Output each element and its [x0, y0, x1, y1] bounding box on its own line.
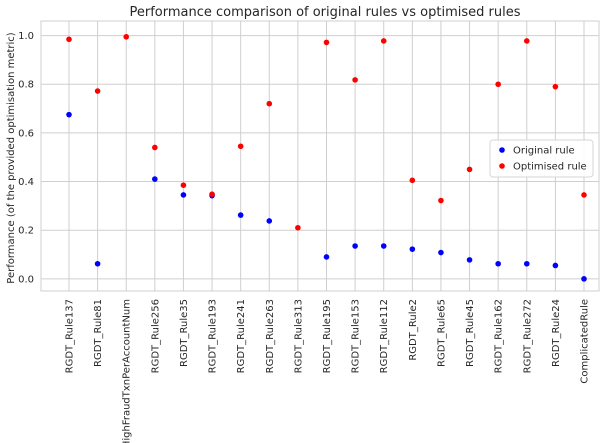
- x-tick-label: RGDT_Rule2: [408, 299, 419, 361]
- x-tick-label: RGDT_Rule313: [293, 299, 304, 373]
- original-rule-point: [66, 111, 72, 118]
- original-rule-point: [323, 254, 330, 260]
- optimised-rule-point: [209, 191, 215, 197]
- optimised-rule-point: [523, 38, 530, 44]
- chart-title: Performance comparison of original rules…: [130, 5, 521, 20]
- optimised-rule-point: [380, 38, 387, 44]
- y-tick-label: 0.2: [18, 226, 34, 237]
- legend: Original rule Optimised rule: [489, 139, 594, 178]
- original-rule-point: [237, 212, 244, 218]
- y-tick-labels: 0.0 0.2 0.4 0.6 0.8 1.0: [18, 31, 34, 285]
- legend-marker: [499, 147, 505, 153]
- x-tick-label: RGDT_Rule35: [179, 299, 190, 367]
- original-rule-point: [409, 246, 416, 252]
- optimised-rule-point: [495, 81, 501, 88]
- y-tick-label: 1.0: [18, 31, 34, 42]
- x-tick-label: RGDT_Rule195: [322, 299, 333, 373]
- optimised-rule-point: [323, 39, 330, 46]
- x-tick-label: RGDT_Rule45: [465, 299, 476, 367]
- original-rule-point: [552, 262, 559, 269]
- optimised-rule-point: [438, 197, 444, 204]
- legend-marker: [499, 163, 505, 169]
- legend-label: Original rule: [513, 146, 575, 157]
- optimised-rule-point: [66, 36, 72, 43]
- original-rule-point: [466, 257, 473, 263]
- x-tick-label: RGDT_Rule153: [351, 299, 362, 373]
- original-rule-point: [266, 218, 273, 224]
- x-tick-label: RGDT_Rule241: [236, 299, 247, 373]
- x-tick-label: ComplicatedRule: [580, 299, 591, 384]
- original-rule-point: [438, 249, 444, 256]
- x-tick-label: RGDT_Rule263: [265, 299, 276, 373]
- optimised-rule-point: [237, 143, 244, 150]
- optimised-rule-point: [409, 177, 416, 184]
- y-tick-label: 0.6: [18, 128, 34, 139]
- legend-label: Optimised rule: [513, 162, 587, 173]
- legend-box: [489, 139, 594, 178]
- optimised-rule-point: [180, 182, 187, 188]
- x-tick-label: RGDT_Rule81: [93, 299, 104, 367]
- original-rule-point: [581, 276, 587, 282]
- optimised-rule-point: [266, 100, 273, 107]
- y-axis-label: Performance (of the provided optimisatio…: [6, 32, 17, 283]
- optimised-rule-point: [295, 224, 301, 231]
- optimised-rule-point: [581, 192, 587, 198]
- data-points: [66, 34, 587, 282]
- optimised-rule-point: [552, 83, 559, 90]
- original-rule-point: [523, 260, 530, 267]
- original-rule-point: [94, 260, 101, 267]
- x-tick-label: RGDT_Rule24: [551, 299, 562, 367]
- y-tick-label: 0.4: [18, 177, 34, 188]
- optimised-rule-point: [152, 144, 158, 151]
- x-tick-label: RGDT_Rule112: [379, 299, 390, 373]
- optimised-rule-point: [123, 34, 130, 40]
- x-tick-label: RGDT_Rule162: [494, 299, 505, 373]
- x-tick-labels: RGDT_Rule137 RGDT_Rule81 HighFraudTxnPerAc…: [65, 299, 591, 443]
- y-tick-label: 0.8: [18, 80, 34, 91]
- x-tick-label: RGDT_Rule193: [208, 299, 219, 373]
- original-rule-point: [380, 243, 387, 249]
- plot-area: [40, 20, 600, 292]
- original-rule-point: [180, 192, 187, 198]
- original-rule-point: [152, 176, 158, 182]
- optimised-rule-point: [94, 88, 101, 94]
- optimised-rule-point: [352, 77, 358, 83]
- y-tick-label: 0.0: [18, 274, 34, 285]
- x-tick-label: RGDT_Rule65: [436, 299, 447, 367]
- x-tick-label: RGDT_Rule137: [65, 299, 76, 373]
- x-tick-label: RGDT_Rule256: [150, 299, 161, 373]
- optimised-rule-point: [466, 166, 473, 173]
- original-rule-point: [352, 243, 358, 249]
- x-tick-label: RGDT_Rule272: [522, 299, 533, 373]
- original-rule-point: [495, 260, 501, 267]
- x-tick-label: HighFraudTxnPerAccountNum: [122, 299, 133, 443]
